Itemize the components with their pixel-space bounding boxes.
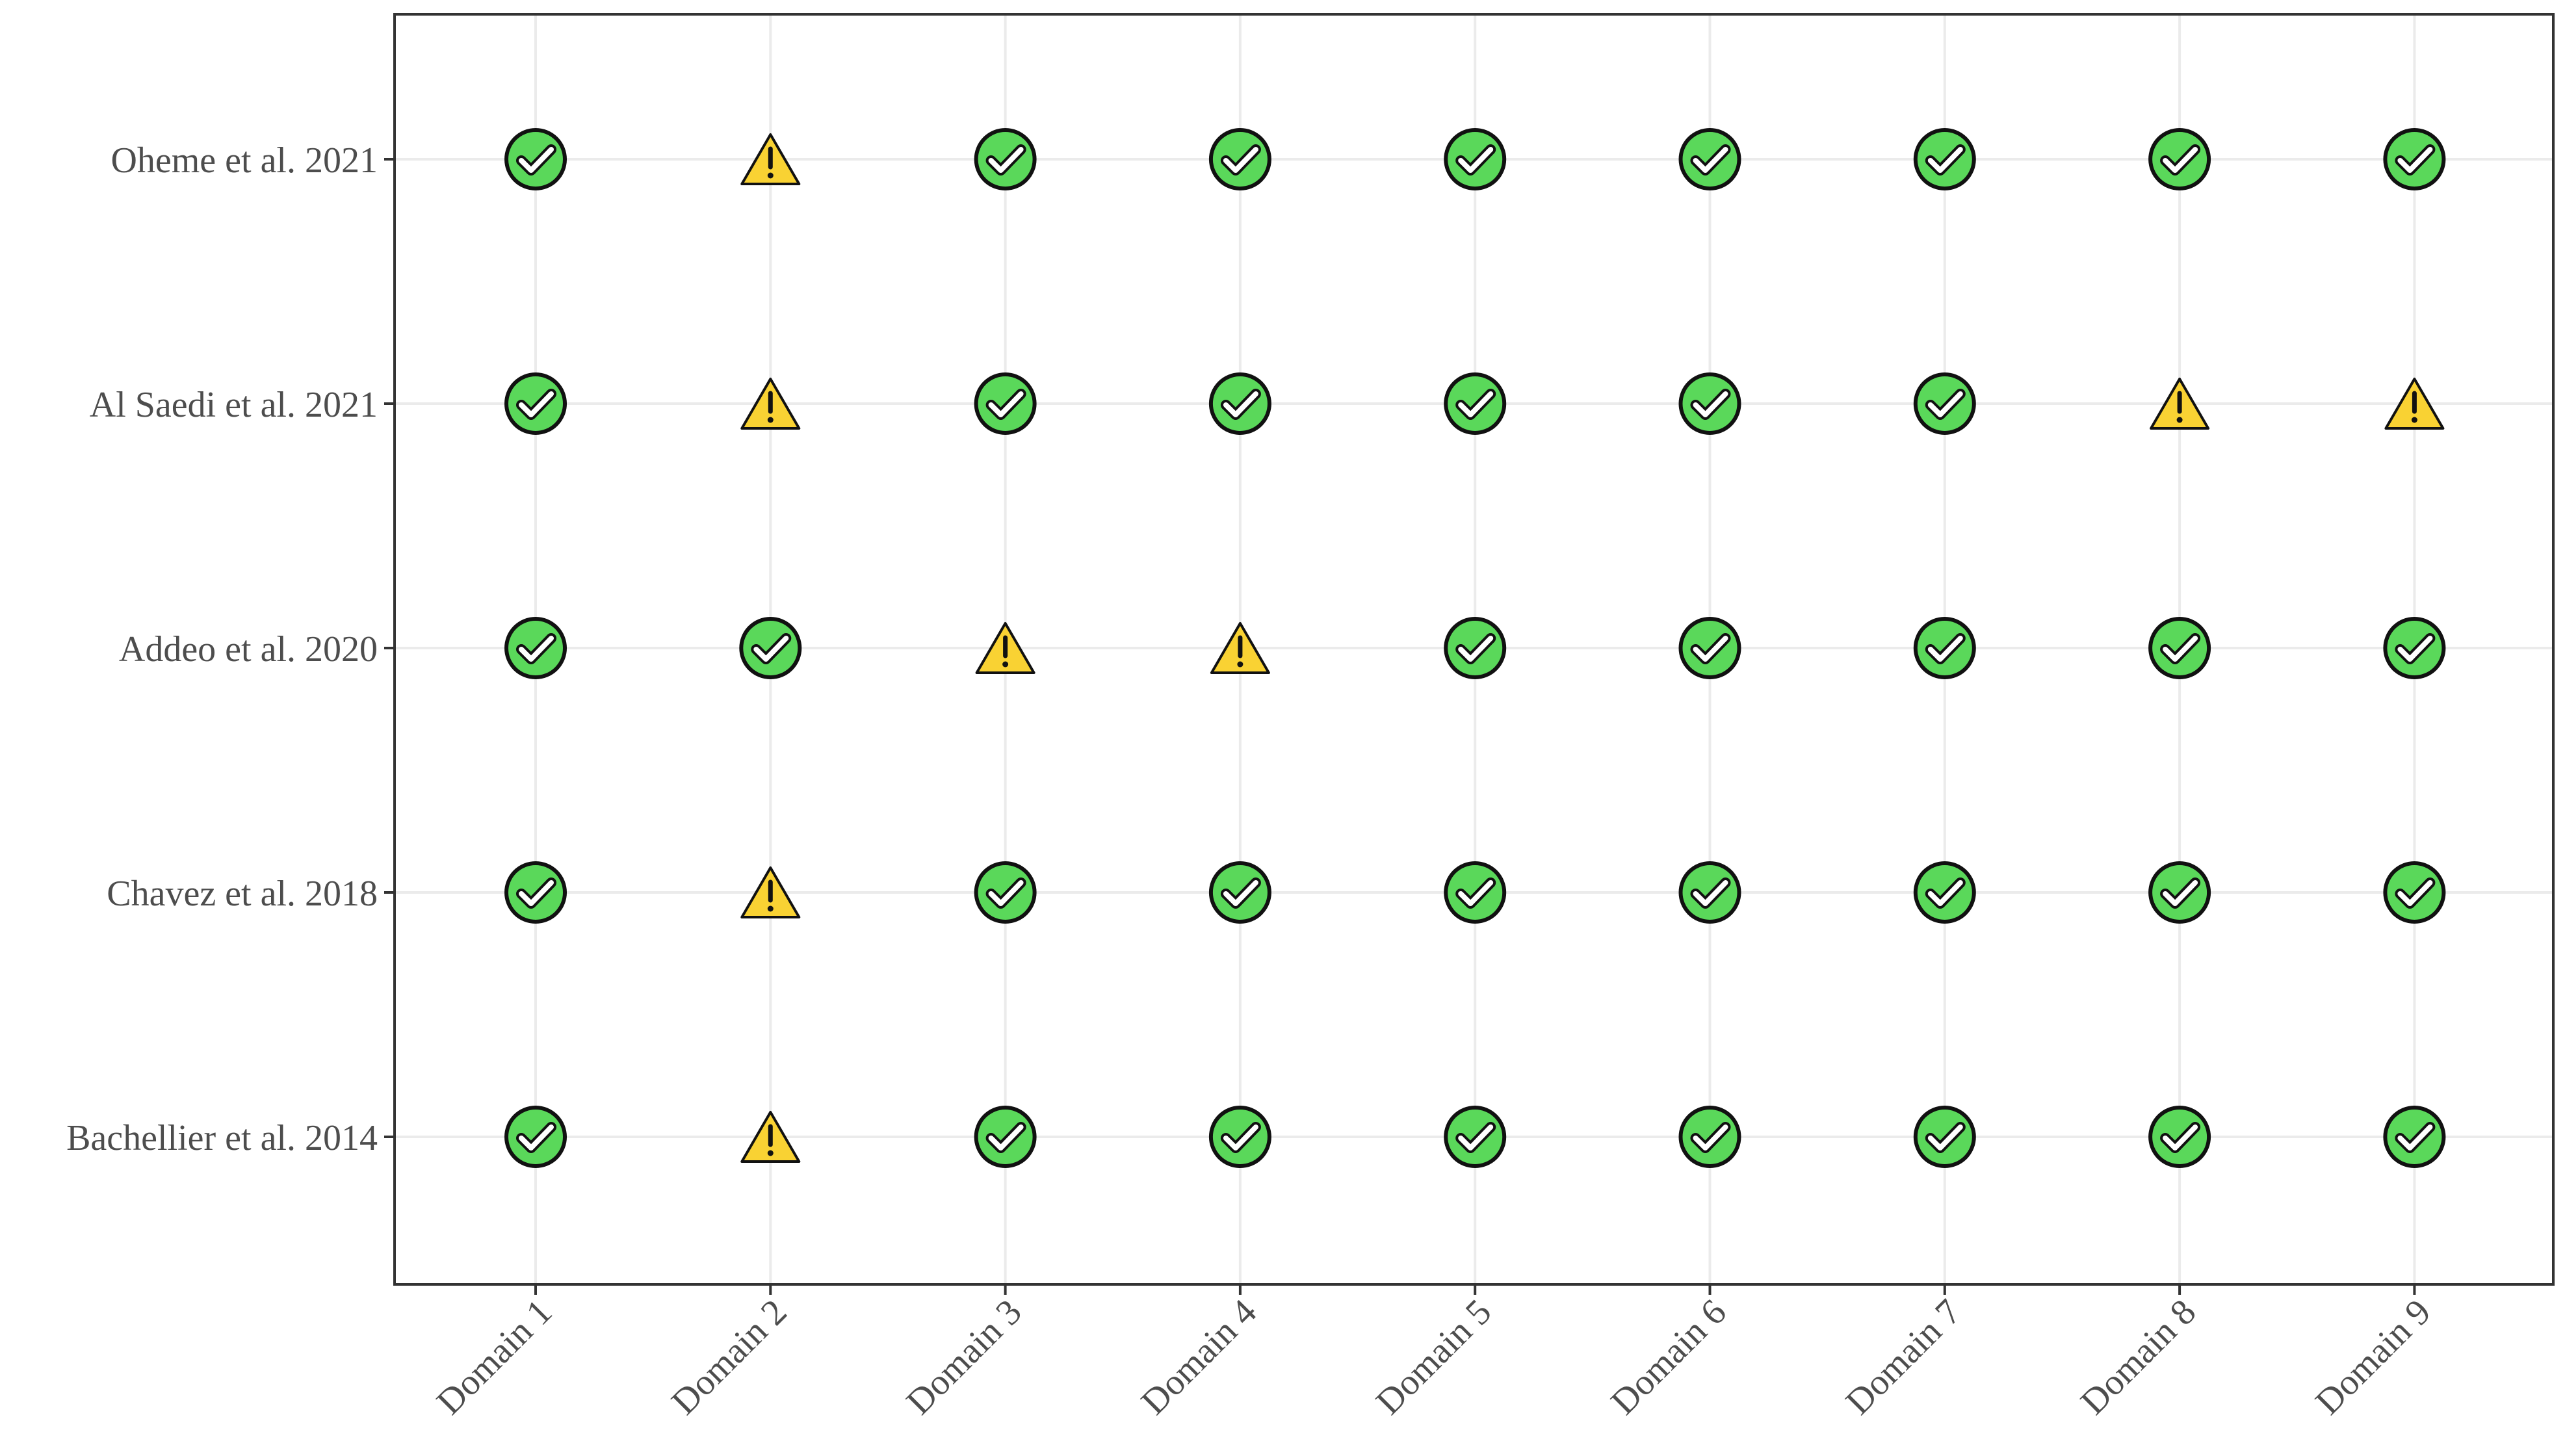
check-circle-icon — [1913, 861, 1976, 924]
check-circle-icon — [2148, 617, 2211, 679]
warning-triangle-icon — [740, 1111, 801, 1163]
check-circle-icon — [2148, 1106, 2211, 1168]
check-circle-icon — [504, 861, 567, 924]
y-tick-label: Addeo et al. 2020 — [119, 629, 378, 670]
check-circle-icon — [974, 372, 1037, 435]
check-circle-icon — [1444, 128, 1507, 190]
check-circle-icon — [1678, 1106, 1741, 1168]
y-tick-label: Bachellier et al. 2014 — [66, 1118, 378, 1158]
check-circle-icon — [504, 372, 567, 435]
check-circle-icon — [2383, 1106, 2446, 1168]
check-circle-icon — [974, 861, 1037, 924]
plot-marks — [504, 128, 2446, 1168]
check-circle-icon — [1678, 861, 1741, 924]
check-circle-icon — [504, 128, 567, 190]
check-circle-icon — [974, 128, 1037, 190]
y-tick-label: Chavez et al. 2018 — [107, 874, 378, 914]
check-circle-icon — [2383, 861, 2446, 924]
check-circle-icon — [504, 1106, 567, 1168]
check-circle-icon — [1444, 861, 1507, 924]
check-circle-icon — [1913, 1106, 1976, 1168]
check-circle-icon — [1208, 1106, 1271, 1168]
check-circle-icon — [2148, 128, 2211, 190]
y-tick-label: Oheme et al. 2021 — [111, 140, 378, 181]
warning-triangle-icon — [1210, 622, 1270, 674]
check-circle-icon — [739, 617, 802, 679]
check-circle-icon — [1913, 128, 1976, 190]
warning-triangle-icon — [740, 133, 801, 185]
check-circle-icon — [1678, 617, 1741, 679]
check-circle-icon — [504, 617, 567, 679]
check-circle-icon — [2383, 128, 2446, 190]
check-circle-icon — [1913, 617, 1976, 679]
y-axis: Oheme et al. 2021 Al Saedi et al. 2021 Add… — [66, 140, 395, 1158]
check-circle-icon — [1444, 372, 1507, 435]
warning-triangle-icon — [2150, 378, 2210, 430]
y-tick-label: Al Saedi et al. 2021 — [90, 385, 378, 425]
check-circle-icon — [974, 1106, 1037, 1168]
warning-triangle-icon — [975, 622, 1035, 674]
check-circle-icon — [1913, 372, 1976, 435]
check-circle-icon — [2148, 861, 2211, 924]
check-circle-icon — [1678, 128, 1741, 190]
warning-triangle-icon — [2384, 378, 2445, 430]
warning-triangle-icon — [740, 866, 801, 918]
check-circle-icon — [1444, 617, 1507, 679]
check-circle-icon — [1208, 861, 1271, 924]
check-circle-icon — [1444, 1106, 1507, 1168]
panel-border — [393, 13, 2555, 1286]
check-circle-icon — [1208, 372, 1271, 435]
check-circle-icon — [1678, 372, 1741, 435]
check-circle-icon — [1208, 128, 1271, 190]
check-circle-icon — [2383, 617, 2446, 679]
warning-triangle-icon — [740, 378, 801, 430]
